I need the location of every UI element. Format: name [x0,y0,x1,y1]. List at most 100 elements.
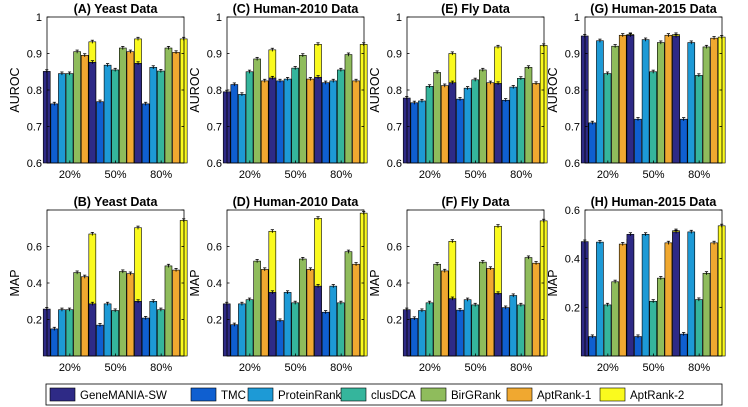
bar [486,82,495,164]
bar [664,34,673,164]
bar [456,309,464,357]
y-tick-label: 0.4 [27,278,42,290]
y-axis-label: MAP [546,269,560,296]
bar [425,302,434,357]
bar [471,79,480,164]
x-tick-label: 50% [284,362,306,374]
bar [73,272,81,357]
bar [283,78,292,164]
bar [517,304,525,357]
y-tick-label: 0.2 [387,315,402,327]
panel-title: (C) Human-2010 Data [233,2,360,16]
bar [141,103,150,164]
x-tick-label: 80% [510,362,532,374]
panel-7: 20% 50% 80% 0.2 0.4 0.6 (F) Fly Data MAP [368,195,548,374]
bar [425,86,434,164]
panel-1: 20% 50% 80% 0.6 0.7 0.8 0.9 1 (A) Yeast Data AURO… [8,2,188,181]
bar [649,71,658,164]
legend-label: AptRank-1 [537,390,591,402]
plot-frame [46,209,185,357]
bar [245,71,254,164]
y-tick-label: 0.8 [207,85,222,97]
bar [298,258,307,357]
bar [626,34,635,164]
legend-label: BirGRank [451,390,501,402]
legend-label: TMC [221,390,246,402]
bar [588,122,597,164]
bar [702,272,711,357]
bar [73,51,81,164]
plot-frame [584,209,723,357]
legend-label: GeneMANIA-SW [80,390,167,402]
bar [702,46,711,164]
panel-title: (E) Fly Data [441,2,511,16]
y-tick-label: 0.6 [207,242,222,254]
x-tick-label: 80% [330,362,352,374]
y-tick-label: 0.6 [27,242,42,254]
x-tick-label: 20% [239,362,261,374]
panel-6: 20% 50% 80% 0.2 0.4 0.6 (D) Human-2010 Data MAP [188,195,368,374]
panel-5: 20% 50% 80% 0.2 0.4 0.6 (B) Yeast Data MAP [8,195,188,374]
bar [656,42,665,164]
y-tick-label: 1 [574,12,580,24]
bar [157,309,165,357]
bar [501,99,510,164]
bar [172,269,180,357]
bar [679,333,688,357]
panel-title: (H) Human-2015 Data [591,195,718,209]
y-tick-label: 0.2 [27,315,42,327]
bar [134,63,142,164]
y-tick-label: 0.6 [565,205,580,217]
bar [260,269,269,357]
bar [298,55,307,164]
bar [672,231,680,357]
bar [433,72,441,164]
bar [532,262,540,357]
y-tick-label: 0.8 [27,85,42,97]
bar [611,45,619,164]
y-tick-label: 1 [36,12,42,24]
y-tick-label: 1 [396,12,402,24]
bar [618,243,627,357]
y-tick-label: 0.7 [387,122,402,134]
bar [314,76,322,164]
legend-label: clusDCA [371,390,416,402]
y-tick-label: 0.2 [565,302,580,314]
bar [65,309,74,357]
bar [611,281,619,357]
bar [687,42,696,164]
y-axis-label: MAP [368,269,382,296]
bar [524,67,533,164]
bar [641,234,650,357]
x-tick-label: 50% [464,169,486,181]
bar [164,47,173,164]
y-tick-label: 0.6 [387,158,402,170]
bar [276,80,284,164]
x-tick-label: 50% [642,169,664,181]
bar [649,300,658,357]
legend-label: ProteinRank [278,390,342,402]
bar [103,64,112,164]
bar [440,85,449,164]
bar [291,67,300,164]
panel-3: 20% 50% 80% 0.6 0.7 0.8 0.9 1 (E) Fly Data AUROC [368,2,548,181]
legend: GeneMANIA-SW TMC ProteinRank clusDCA BirGRan… [45,383,723,406]
bar [314,285,322,357]
x-tick-label: 50% [284,169,306,181]
x-tick-label: 80% [150,169,172,181]
bar [50,103,59,164]
bar [321,311,330,357]
bar [164,265,173,357]
bar [687,231,696,357]
y-axis-label: MAP [188,269,202,296]
bar [494,293,502,357]
x-tick-label: 20% [597,362,619,374]
y-axis-label: AUROC [188,67,202,112]
bar [119,271,127,357]
plot-frame [226,16,365,164]
bar [463,87,472,164]
x-tick-label: 80% [330,169,352,181]
plot-frame [406,209,545,357]
bar [448,298,457,357]
